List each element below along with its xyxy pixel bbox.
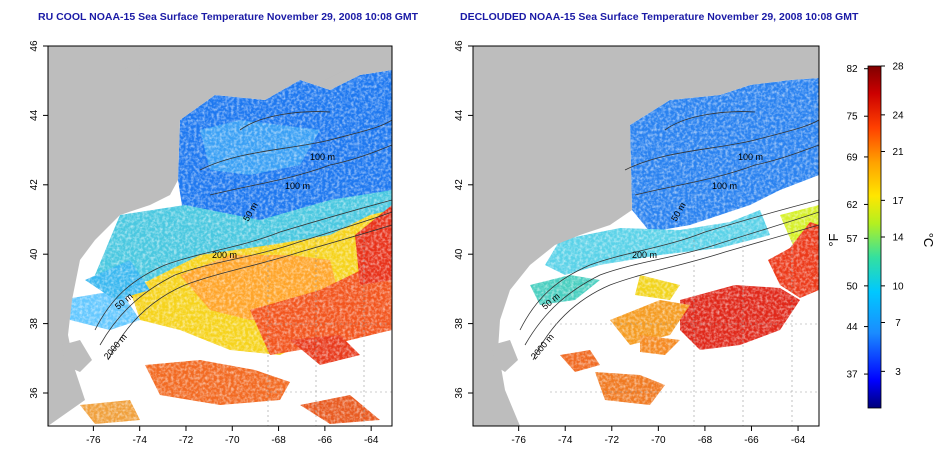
fahrenheit-tick-label: 69 — [846, 152, 858, 163]
y-tick-label: 44 — [454, 109, 465, 121]
map-frame-left — [47, 45, 393, 427]
y-tick-label: 36 — [29, 387, 40, 399]
fahrenheit-tick-label: 37 — [846, 370, 858, 381]
x-tick-label: -76 — [511, 435, 526, 446]
x-tick-label: -74 — [558, 435, 573, 446]
y-tick-label: 44 — [29, 109, 40, 121]
bathymetry-contours — [94, 111, 392, 361]
x-tick-label: -72 — [605, 435, 620, 446]
land-mass — [473, 46, 819, 426]
x-tick-label: -68 — [271, 435, 286, 446]
celsius-tick-label: 17 — [892, 196, 904, 207]
celsius-tick-label: 7 — [895, 318, 901, 329]
contour-label: 200 m — [212, 250, 237, 260]
y-tick-label: 38 — [29, 318, 40, 330]
contour-label: 100 m — [738, 152, 763, 162]
contour-label: 100 m — [285, 181, 310, 191]
fahrenheit-tick-label: 57 — [846, 234, 858, 245]
x-tick-label: -64 — [791, 435, 806, 446]
axis-ticks-right: -76 -74 -72 -70 -68 -66 -64 36 38 40 42 44 46 — [454, 40, 806, 446]
contour-label: 100 m — [310, 152, 335, 162]
contour-label: 100 m — [712, 181, 737, 191]
contour-label: 200 m — [632, 250, 657, 260]
grid-lines — [267, 240, 392, 426]
x-tick-label: -72 — [179, 435, 194, 446]
celsius-tick-label: 21 — [892, 147, 904, 158]
fahrenheit-tick-label: 75 — [846, 112, 858, 123]
colorbar: 28 24 21 17 14 10 7 3 82 75 69 62 57 50 44 37 °F °C — [826, 62, 936, 409]
land-mass — [48, 46, 392, 426]
y-tick-label: 46 — [454, 40, 465, 52]
colorbar-ticks: 28 24 21 17 14 10 7 3 82 75 69 62 57 50 44 37 — [846, 62, 904, 381]
fahrenheit-tick-label: 50 — [846, 281, 858, 292]
celsius-tick-label: 28 — [892, 62, 904, 73]
y-tick-label: 46 — [29, 40, 40, 52]
x-tick-label: -64 — [364, 435, 379, 446]
axis-ticks-left: -76 -74 -72 -70 -68 -66 -64 36 38 40 42 44 46 — [29, 40, 379, 446]
y-tick-label: 38 — [454, 318, 465, 330]
fahrenheit-tick-label: 62 — [846, 200, 858, 211]
y-tick-label: 36 — [454, 387, 465, 399]
fahrenheit-tick-label: 82 — [846, 64, 858, 75]
celsius-tick-label: 14 — [892, 233, 904, 244]
x-tick-label: -68 — [698, 435, 713, 446]
map-panel-right: 100 m 100 m 50 m 200 m 50 m 2000 m — [473, 46, 819, 426]
fahrenheit-tick-label: 44 — [846, 322, 858, 333]
x-tick-label: -70 — [651, 435, 666, 446]
y-tick-label: 40 — [29, 248, 40, 260]
x-tick-label: -74 — [132, 435, 147, 446]
celsius-tick-label: 24 — [892, 110, 904, 121]
y-tick-label: 42 — [29, 179, 40, 191]
y-tick-label: 40 — [454, 248, 465, 260]
x-tick-label: -76 — [86, 435, 101, 446]
x-tick-label: -70 — [225, 435, 240, 446]
colorbar-unit-celsius: °C — [921, 233, 936, 248]
map-panel-left: 100 m 100 m 50 m 200 m 50 m 2000 m — [48, 46, 392, 426]
grid-lines — [550, 240, 819, 426]
map-title-left: RU COOL NOAA-15 Sea Surface Temperature … — [38, 11, 419, 23]
x-tick-label: -66 — [318, 435, 333, 446]
colorbar-gradient — [867, 65, 882, 409]
map-frame-right — [472, 45, 820, 427]
y-tick-label: 42 — [454, 179, 465, 191]
celsius-tick-label: 10 — [892, 281, 904, 292]
x-tick-label: -66 — [744, 435, 759, 446]
celsius-tick-label: 3 — [895, 367, 901, 378]
bathymetry-contours — [519, 111, 819, 361]
colorbar-unit-fahrenheit: °F — [826, 233, 841, 246]
map-title-right: DECLOUDED NOAA-15 Sea Surface Temperatur… — [460, 11, 859, 23]
